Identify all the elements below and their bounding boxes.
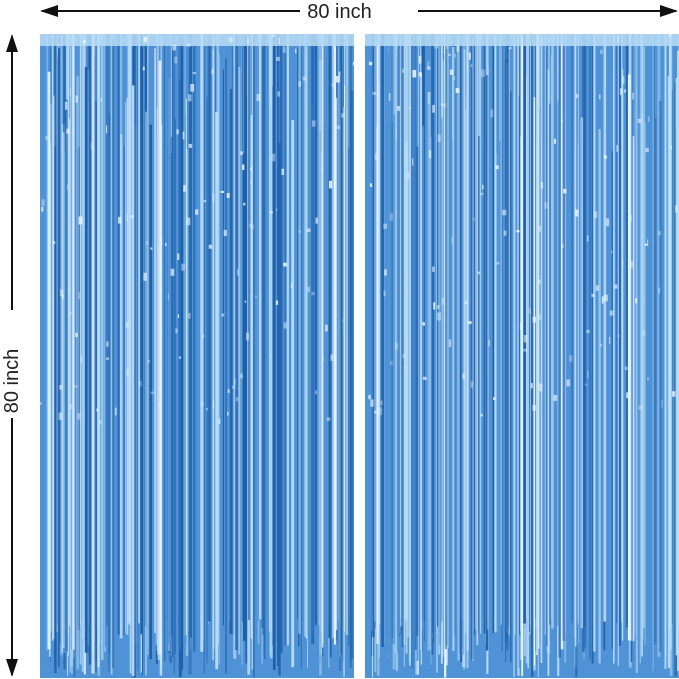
width-label: 80 inch	[307, 1, 372, 23]
right-fringe-curtain	[365, 34, 679, 678]
width-arrow-icon	[40, 5, 678, 17]
width-dimension: 80 inch	[0, 0, 679, 24]
height-label: 80 inch	[1, 348, 23, 414]
left-fringe-curtain	[40, 34, 354, 678]
height-dimension: 80 inch	[0, 0, 26, 679]
fringe-curtain-image	[365, 34, 679, 678]
height-arrow-icon	[6, 34, 18, 677]
fringe-curtain-image	[40, 34, 354, 678]
